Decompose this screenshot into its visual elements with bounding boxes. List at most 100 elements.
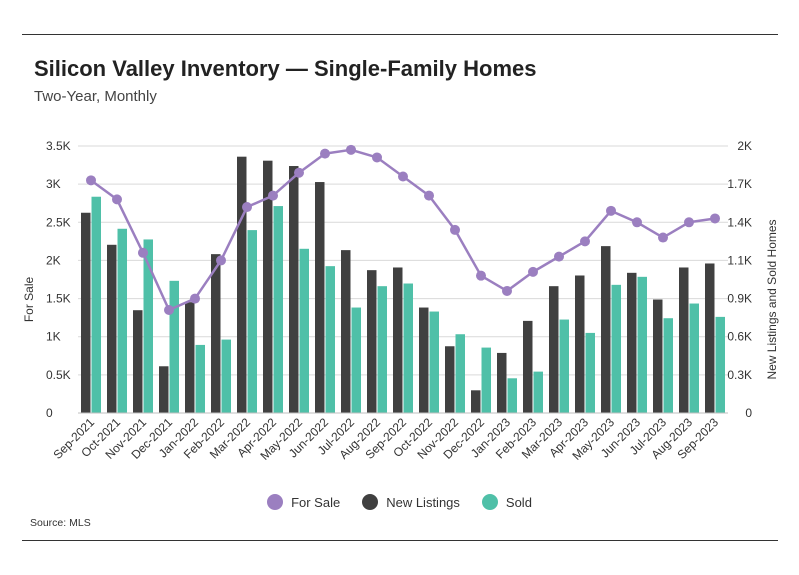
y-left-axis-title: For Sale [22,277,36,323]
for-sale-point [112,194,122,205]
bar-sold [351,307,361,413]
for-sale-point [372,152,382,163]
bar-sold [377,286,387,413]
bar-new-listings [237,156,247,413]
bar-sold [91,196,101,413]
bar-sold [143,239,153,413]
legend-swatch-for-sale [267,494,284,510]
bar-new-listings [679,267,689,413]
for-sale-point [320,148,330,159]
for-sale-point [294,167,304,178]
y-left-tick-label: 3K [46,177,61,191]
source-note: Source: MLS [30,517,91,529]
bar-sold [663,318,673,413]
y-right-tick-label: 0.6K [727,330,752,344]
bar-sold [585,332,595,413]
for-sale-point [190,293,200,304]
bar-new-listings [341,250,351,413]
for-sale-point [164,305,174,316]
for-sale-point [528,266,538,277]
legend-swatch-sold [481,494,498,510]
bar-new-listings [705,263,715,413]
bar-new-listings [601,246,611,413]
bar-sold [507,378,517,413]
bar-new-listings [549,286,559,413]
for-sale-point [346,144,356,155]
legend: For Sale New Listings Sold [0,494,799,510]
chart-title: Silicon Valley Inventory — Single-Family… [34,56,537,81]
y-right-tick-label: 2K [737,139,752,153]
for-sale-point [268,190,278,201]
bar-new-listings [523,320,533,413]
y-left-tick-label: 0 [46,406,53,420]
bar-sold [715,316,725,413]
bar-new-listings [159,366,169,413]
top-rule [22,34,778,35]
for-sale-point [606,205,616,216]
legend-label-for-sale: For Sale [291,494,341,510]
bar-new-listings [393,267,403,413]
legend-label-sold: Sold [505,494,532,510]
bar-new-listings [471,390,481,413]
bar-new-listings [315,182,325,413]
bar-new-listings [289,166,299,413]
legend-item-sold: Sold [481,494,532,510]
bar-sold [611,284,621,413]
bar-new-listings [133,310,143,413]
chart-subtitle: Two-Year, Monthly [34,88,157,105]
bar-sold [221,339,231,413]
bar-new-listings [627,272,637,413]
bar-sold [455,334,465,413]
for-sale-point [450,224,460,235]
bar-new-listings [653,299,663,413]
legend-item-for-sale: For Sale [267,494,340,510]
bar-sold [299,248,309,413]
y-right-tick-label: 1.1K [727,253,752,267]
bar-sold [559,319,569,413]
bar-new-listings [185,302,195,413]
for-sale-point [398,171,408,182]
bar-sold [247,230,257,413]
bar-sold [689,303,699,413]
bar-sold [403,283,413,413]
bar-new-listings [107,244,117,413]
for-sale-line [86,144,720,316]
bar-new-listings [263,160,273,413]
for-sale-point [216,255,226,266]
bar-new-listings [419,307,429,413]
y-left-tick-label: 1K [46,330,61,344]
for-sale-point [632,217,642,228]
for-sale-point [138,247,148,258]
bar-new-listings [81,212,91,413]
y-right-tick-label: 1.7K [727,177,752,191]
bar-sold [325,266,335,413]
y-left-tick-label: 0.5K [46,368,71,382]
for-sale-point [242,202,252,213]
bar-new-listings [575,275,585,413]
y-left-tick-label: 2K [46,253,61,267]
y-left-tick-label: 3.5K [46,139,71,153]
bar-new-listings [367,270,377,413]
y-right-tick-label: 0.9K [727,292,752,306]
for-sale-point [580,236,590,247]
y-right-tick-label: 1.4K [727,215,752,229]
for-sale-point [476,270,486,281]
for-sale-point [710,213,720,224]
bar-sold [429,311,439,413]
bar-sold [117,228,127,413]
for-sale-point [684,217,694,228]
for-sale-point [86,175,96,186]
y-left-tick-label: 2.5K [46,215,71,229]
bar-sold [169,280,179,413]
for-sale-point [554,251,564,262]
y-left-tick-label: 1.5K [46,292,71,306]
for-sale-point [658,232,668,243]
legend-swatch-new-listings [362,494,379,510]
legend-label-new-listings: New Listings [386,494,460,510]
for-sale-point [502,285,512,296]
bars [81,156,725,413]
bar-sold [195,344,205,413]
legend-item-new-listings: New Listings [362,494,460,510]
for-sale-point [424,190,434,201]
